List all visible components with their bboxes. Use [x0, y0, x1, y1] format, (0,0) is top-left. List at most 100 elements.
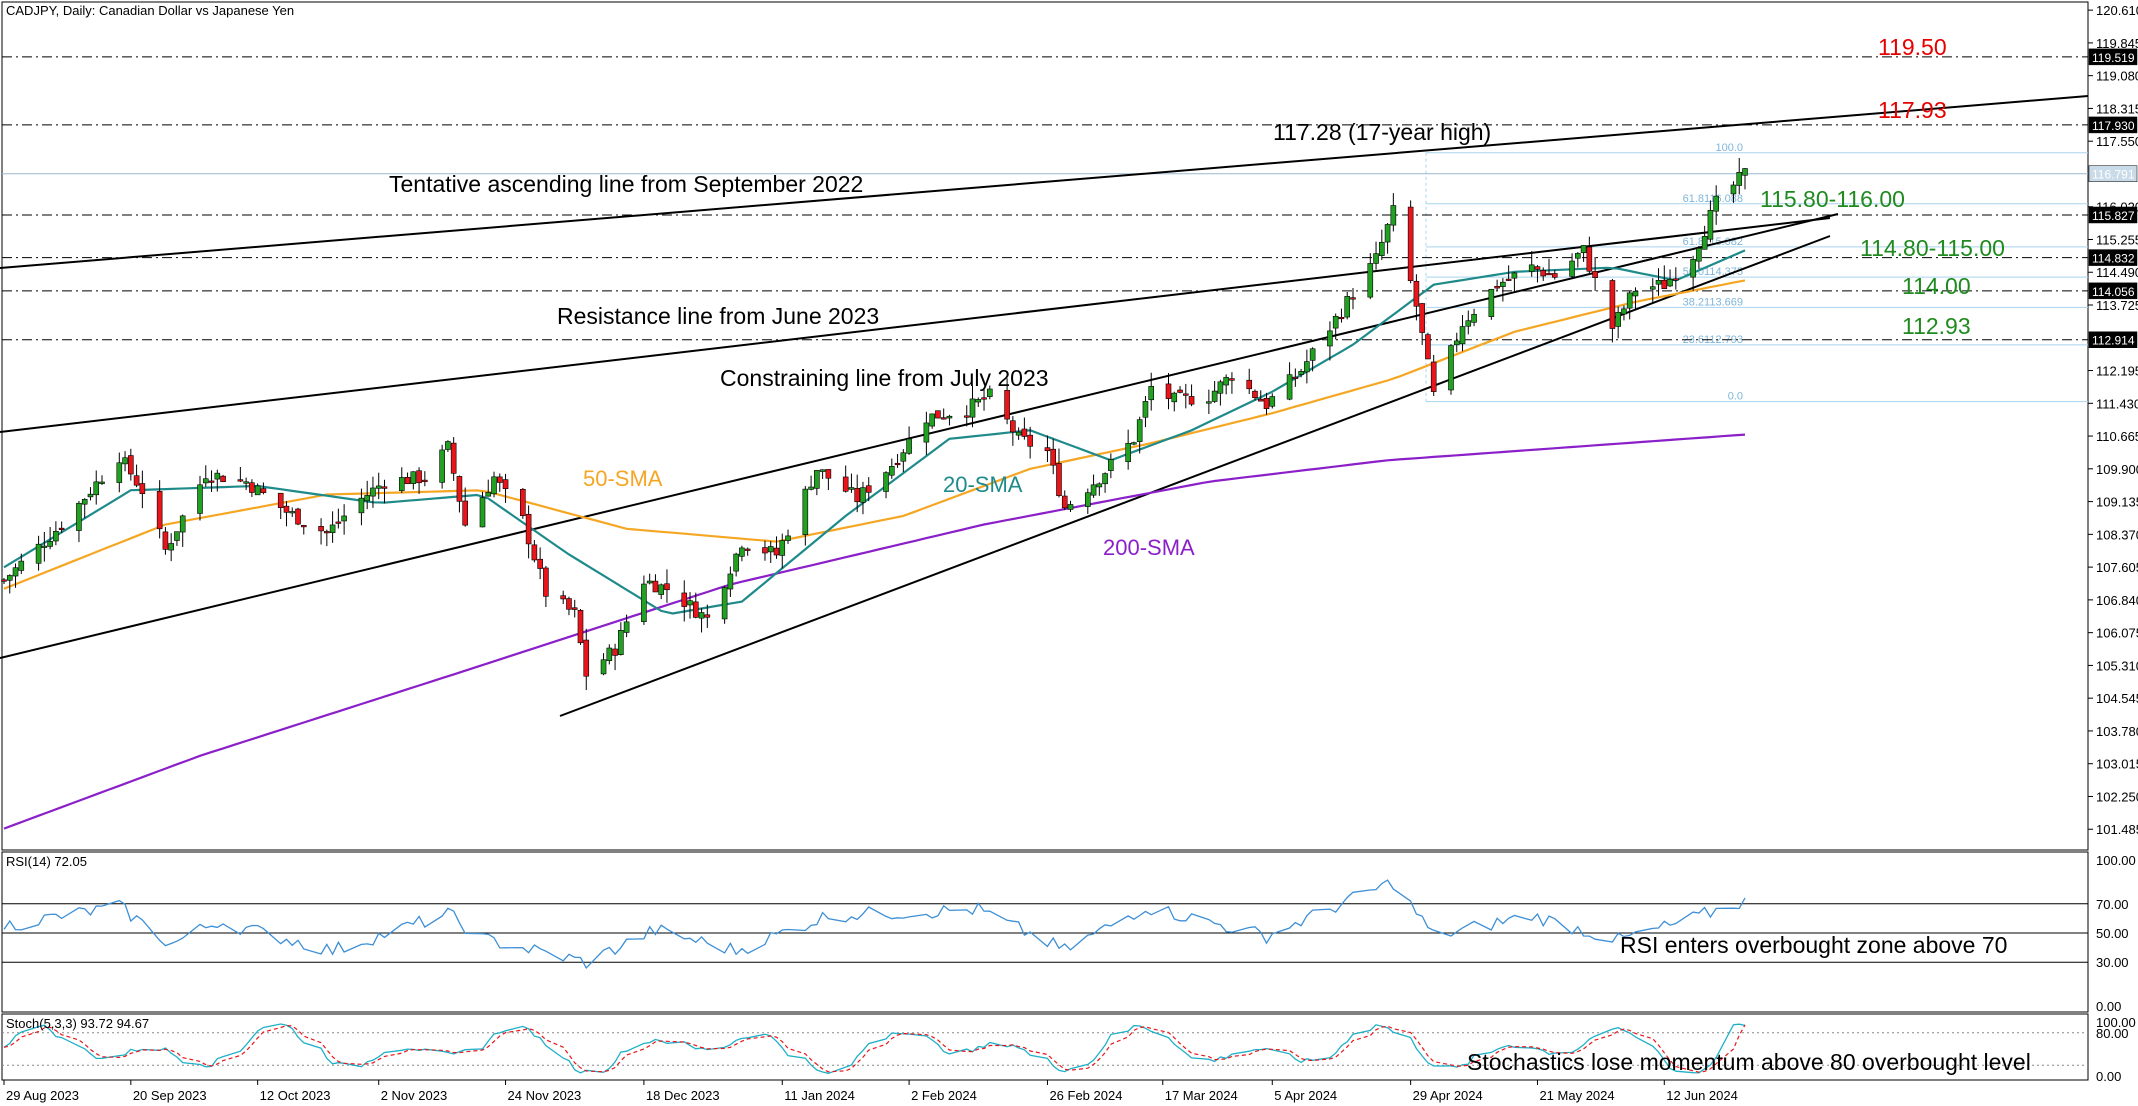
candle-down [894, 462, 901, 466]
date-tick-label: 17 Mar 2024 [1165, 1088, 1238, 1103]
price-tick-label: 112.195 [2096, 364, 2138, 379]
candle-up [600, 659, 607, 675]
fib-level-label: 38.2113.669 [1683, 296, 1743, 308]
annotation-sma20: 20-SMA [943, 472, 1023, 497]
sma200-line [3, 433, 1746, 830]
candle-up [1511, 272, 1518, 279]
candle-up [739, 547, 745, 557]
candle-down [1419, 303, 1425, 333]
rsi-panel [1, 851, 2089, 1013]
tentative-trendline [0, 95, 2089, 269]
candle-down [416, 470, 422, 484]
candle-up [1136, 419, 1143, 442]
candle-up [1269, 396, 1276, 407]
price-tick-label: 107.605 [2096, 560, 2138, 575]
candle-up [900, 452, 907, 462]
price-tick-label: 111.430 [2096, 396, 2138, 411]
chart-title: CADJPY, Daily: Canadian Dollar vs Japane… [6, 3, 294, 18]
candle-up [1211, 390, 1218, 402]
price-tick-label: 108.370 [2096, 527, 2138, 542]
candle-up [174, 531, 180, 541]
candle-down [520, 488, 526, 516]
candle-down [220, 475, 226, 483]
candle-down [450, 442, 457, 474]
annotation-stoch-note: Stochastics lose momentum above 80 overb… [1467, 1049, 2031, 1075]
candle-down [133, 475, 140, 486]
candle-down [462, 500, 468, 526]
candle-down [456, 476, 463, 502]
candle-down [1534, 266, 1541, 270]
candle-down [1010, 420, 1016, 433]
candle-down [277, 492, 284, 509]
candle-up [1459, 326, 1466, 345]
candle-down [525, 513, 532, 545]
candle-up [116, 462, 123, 483]
candle-up [87, 493, 94, 498]
candle-up [1655, 279, 1662, 285]
rsi-line [3, 879, 1746, 969]
candle-up [1206, 401, 1212, 404]
candle-up [986, 388, 993, 397]
candle-down [566, 598, 572, 610]
candle-up [733, 553, 739, 572]
fib-level-label: 100.0 [1715, 142, 1743, 154]
candle-up [785, 535, 791, 541]
price-tick-label: 105.310 [2096, 658, 2138, 673]
candle-down [1505, 278, 1512, 281]
candle-down [1609, 280, 1616, 329]
candle-down [1586, 246, 1593, 272]
candle-up [1528, 264, 1535, 272]
candle-up [1309, 348, 1316, 361]
annotation-sma200: 200-SMA [1103, 535, 1195, 560]
candle-down [1061, 495, 1068, 509]
candle-down [773, 547, 780, 556]
candle-down [664, 583, 670, 591]
date-tick-label: 26 Feb 2024 [1049, 1088, 1122, 1103]
candle-up [1621, 308, 1627, 315]
annotation-sma50: 50-SMA [583, 466, 663, 491]
candle-up [179, 515, 186, 533]
candle-up [1465, 320, 1472, 327]
candle-down [744, 548, 751, 551]
stoch-tick-label: 100.00 [2096, 1015, 2136, 1030]
candle-up [658, 584, 664, 595]
candle-up [47, 541, 53, 547]
candle-up [808, 486, 814, 490]
candle-down [865, 485, 872, 493]
candle-down [404, 476, 411, 485]
candle-down [981, 397, 987, 400]
fib-level-label: 61.8115.082 [1683, 236, 1743, 248]
candle-up [214, 472, 221, 480]
price-box [2088, 48, 2138, 66]
candle-up [1085, 492, 1091, 507]
candle-up [479, 497, 486, 528]
candle-down [318, 526, 324, 532]
candle-up [814, 470, 820, 489]
price-box [2088, 249, 2138, 266]
price-tick-label: 114.490 [2096, 265, 2138, 280]
candle-up [1125, 442, 1131, 463]
candle-down [260, 488, 267, 493]
candle-up [929, 413, 935, 427]
candle-down [1004, 390, 1010, 420]
candle-up [1108, 459, 1114, 471]
candle-down [1246, 379, 1253, 390]
candle-up [1615, 311, 1621, 327]
price-box [2088, 331, 2138, 348]
candle-down [300, 525, 307, 528]
candle-up [439, 449, 445, 483]
candle-down [1551, 273, 1558, 278]
sma50-line [3, 279, 1746, 590]
candle-down [1044, 447, 1051, 452]
rsi-tick-label: 30.00 [2096, 955, 2129, 970]
price-axis: 120.610119.845119.080118.315117.550116.0… [2088, 3, 2138, 1084]
price-box-label: 119.519 [2092, 51, 2135, 65]
candle-up [969, 398, 976, 418]
candle-up [202, 478, 209, 484]
annotation-constraining-line: Constraining line from July 2023 [720, 365, 1049, 391]
candle-up [1096, 483, 1103, 488]
candle-down [1430, 361, 1437, 392]
candle-down [237, 479, 244, 482]
candle-up [1626, 292, 1633, 309]
candle-down [1292, 376, 1299, 379]
